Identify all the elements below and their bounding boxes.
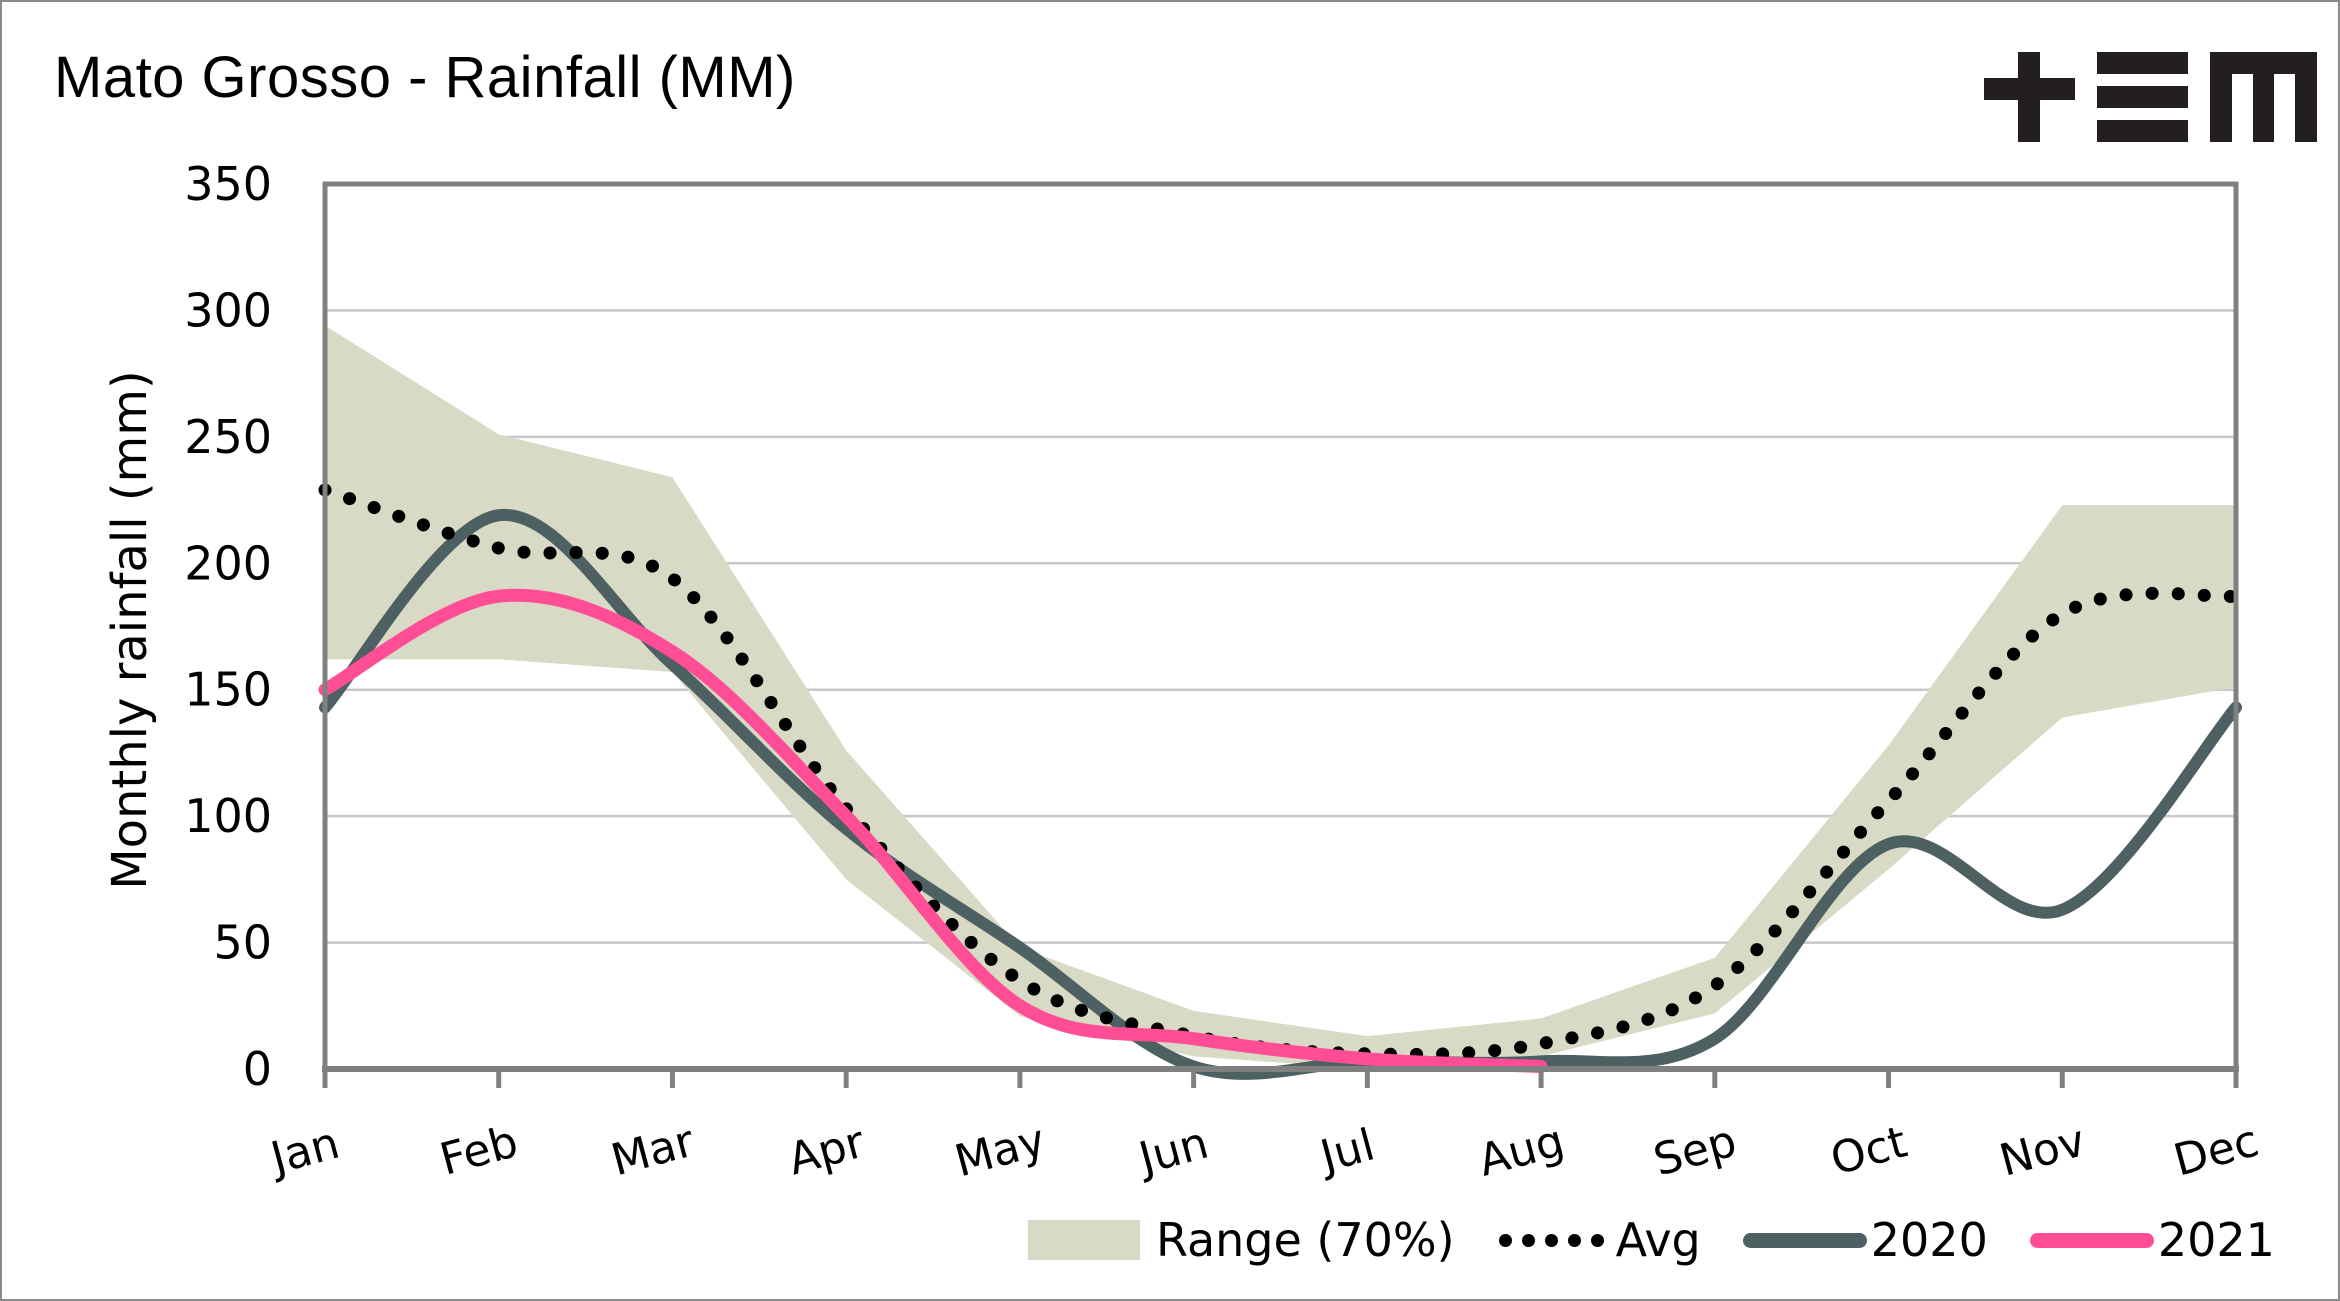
x-tick-label: Apr <box>783 1116 871 1185</box>
axes <box>322 181 2239 1088</box>
x-tick-label: Sep <box>1648 1116 1741 1187</box>
legend-label-2020: 2020 <box>1870 1213 1988 1267</box>
legend-label-2021: 2021 <box>2157 1213 2275 1267</box>
y-tick-labels: 0 50 100 150 200 250 300 350 <box>184 157 272 1096</box>
y-tick-label: 300 <box>184 283 272 337</box>
avg-dotted-swatch <box>1498 1233 1604 1247</box>
series-line-2020 <box>319 509 2242 1080</box>
legend-item-avg: Avg <box>1455 1213 1701 1267</box>
line-2021-swatch <box>2029 1232 2154 1248</box>
x-tick-label: Jan <box>263 1118 345 1186</box>
x-tick-label: May <box>950 1115 1051 1188</box>
x-tick-label: Jul <box>1312 1119 1379 1183</box>
legend-label-avg: Avg <box>1615 1213 1701 1267</box>
range-swatch <box>1028 1220 1140 1260</box>
y-tick-label: 350 <box>184 157 272 211</box>
y-tick-label: 250 <box>184 410 272 464</box>
tem-logo-icon <box>1984 52 2317 142</box>
y-tick-label: 100 <box>184 789 272 843</box>
x-tick-label: Oct <box>1825 1117 1912 1186</box>
x-tick-label: Dec <box>2169 1115 2264 1186</box>
y-tick-label: 150 <box>184 663 272 717</box>
legend-item-range: Range (70%) <box>1028 1213 1455 1267</box>
x-tick-label: Jun <box>1131 1117 1214 1185</box>
x-tick-label: Nov <box>1994 1115 2090 1186</box>
series-line-2021 <box>318 588 1548 1073</box>
x-tick-label: Aug <box>1473 1115 1569 1187</box>
legend: Range (70%) Avg 2020 2021 <box>1028 1210 2275 1270</box>
series-lines <box>318 483 2243 1080</box>
line-2020-swatch <box>1742 1232 1867 1248</box>
y-tick-label: 50 <box>213 916 272 970</box>
x-tick-labels: Jan Feb Mar Apr May Jun Jul Aug Sep Oct Nov Dec <box>263 1115 2264 1188</box>
x-tick-label: Feb <box>435 1116 523 1185</box>
series-line-avg <box>318 483 2243 1061</box>
legend-item-2021: 2021 <box>1988 1213 2275 1267</box>
x-tick-label: Mar <box>606 1115 700 1186</box>
chart-title: Mato Grosso - Rainfall (MM) <box>54 45 796 110</box>
y-axis-label: Monthly rainfall (mm) <box>102 370 158 890</box>
legend-item-2020: 2020 <box>1701 1213 1988 1267</box>
legend-label-range: Range (70%) <box>1156 1213 1455 1267</box>
y-tick-label: 0 <box>243 1042 272 1096</box>
y-tick-label: 200 <box>184 536 272 590</box>
